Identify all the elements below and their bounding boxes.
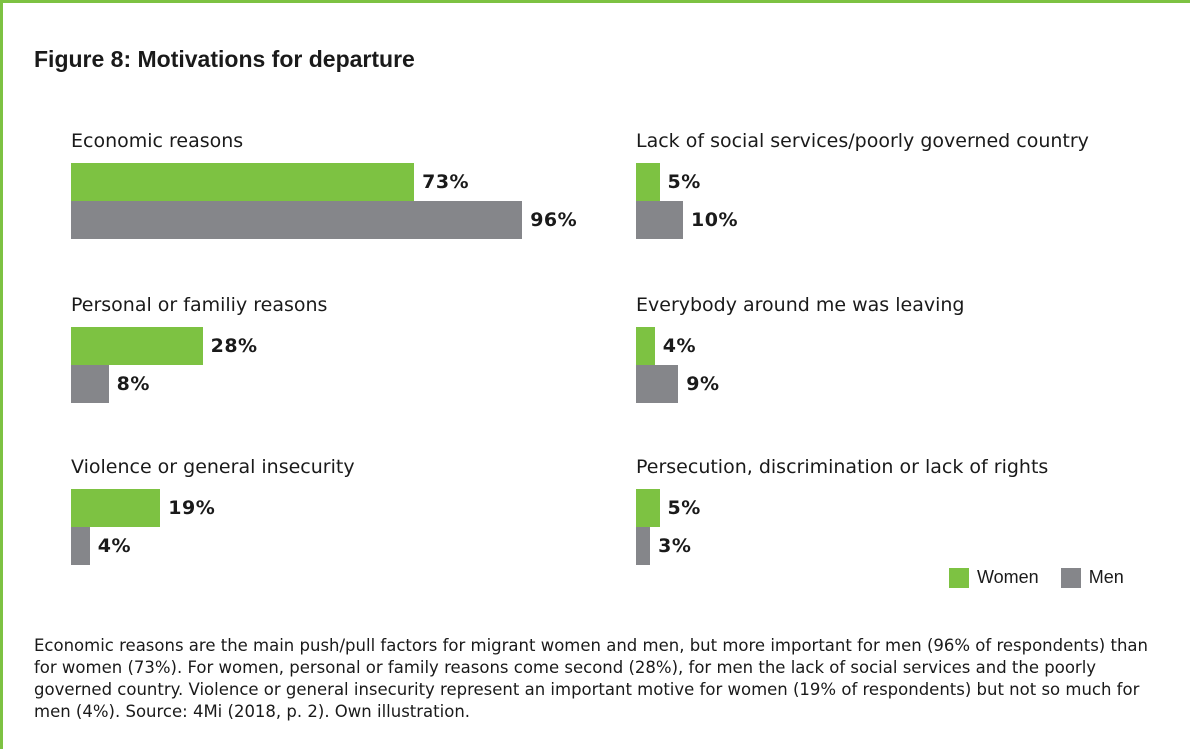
- value-label-women-persecution-discrimination-or-lack-of-rights: 5%: [667, 497, 701, 519]
- legend: Women Men: [949, 567, 1124, 588]
- bar-women-personal-or-familiy-reasons: [71, 327, 203, 365]
- value-label-women-economic-reasons: 73%: [422, 171, 470, 193]
- legend-label-men: Men: [1088, 567, 1124, 587]
- bar-women-everybody-around-me-was-leaving: [636, 327, 655, 365]
- value-label-men-violence-or-general-insecurity: 4%: [97, 535, 132, 557]
- value-label-women-lack-of-social-services-poorly-governed-country: 5%: [667, 171, 701, 193]
- category-label-economic-reasons: Economic reasons: [71, 130, 244, 152]
- value-label-men-personal-or-familiy-reasons: 8%: [116, 373, 150, 395]
- value-label-women-violence-or-general-insecurity: 19%: [168, 497, 216, 519]
- value-label-women-everybody-around-me-was-leaving: 4%: [662, 335, 697, 357]
- bar-men-personal-or-familiy-reasons: [71, 365, 109, 403]
- bar-men-everybody-around-me-was-leaving: [636, 365, 679, 403]
- bar-men-persecution-discrimination-or-lack-of-rights: [636, 527, 651, 565]
- value-label-men-everybody-around-me-was-leaving: 9%: [686, 373, 720, 395]
- value-label-men-economic-reasons: 96%: [530, 209, 578, 231]
- value-label-men-persecution-discrimination-or-lack-of-rights: 3%: [658, 535, 692, 557]
- bar-women-lack-of-social-services-poorly-governed-country: [636, 163, 660, 201]
- figure-caption: Economic reasons are the main push/pull …: [34, 636, 1148, 721]
- legend-swatch-women: [949, 567, 969, 588]
- bar-men-economic-reasons: [71, 201, 523, 239]
- bar-men-lack-of-social-services-poorly-governed-country: [636, 201, 683, 239]
- bar-women-economic-reasons: [71, 163, 415, 201]
- legend-item-men: Men: [1060, 567, 1124, 588]
- legend-item-women: Women: [949, 567, 1039, 588]
- bar-women-persecution-discrimination-or-lack-of-rights: [636, 489, 660, 527]
- legend-swatch-men: [1060, 567, 1081, 588]
- category-label-lack-of-social-services-poorly-governed-country: Lack of social services/poorly governed …: [636, 130, 1089, 152]
- category-label-persecution-discrimination-or-lack-of-rights: Persecution, discrimination or lack of r…: [636, 456, 1049, 478]
- value-label-men-lack-of-social-services-poorly-governed-country: 10%: [691, 209, 738, 231]
- category-label-everybody-around-me-was-leaving: Everybody around me was leaving: [636, 294, 965, 316]
- bar-men-violence-or-general-insecurity: [71, 527, 90, 565]
- value-label-women-personal-or-familiy-reasons: 28%: [210, 335, 258, 357]
- category-label-violence-or-general-insecurity: Violence or general insecurity: [71, 456, 355, 478]
- legend-label-women: Women: [977, 567, 1039, 587]
- category-label-personal-or-familiy-reasons: Personal or familiy reasons: [71, 294, 328, 316]
- bar-women-violence-or-general-insecurity: [71, 489, 161, 527]
- figure-title: Figure 8: Motivations for departure: [34, 46, 415, 72]
